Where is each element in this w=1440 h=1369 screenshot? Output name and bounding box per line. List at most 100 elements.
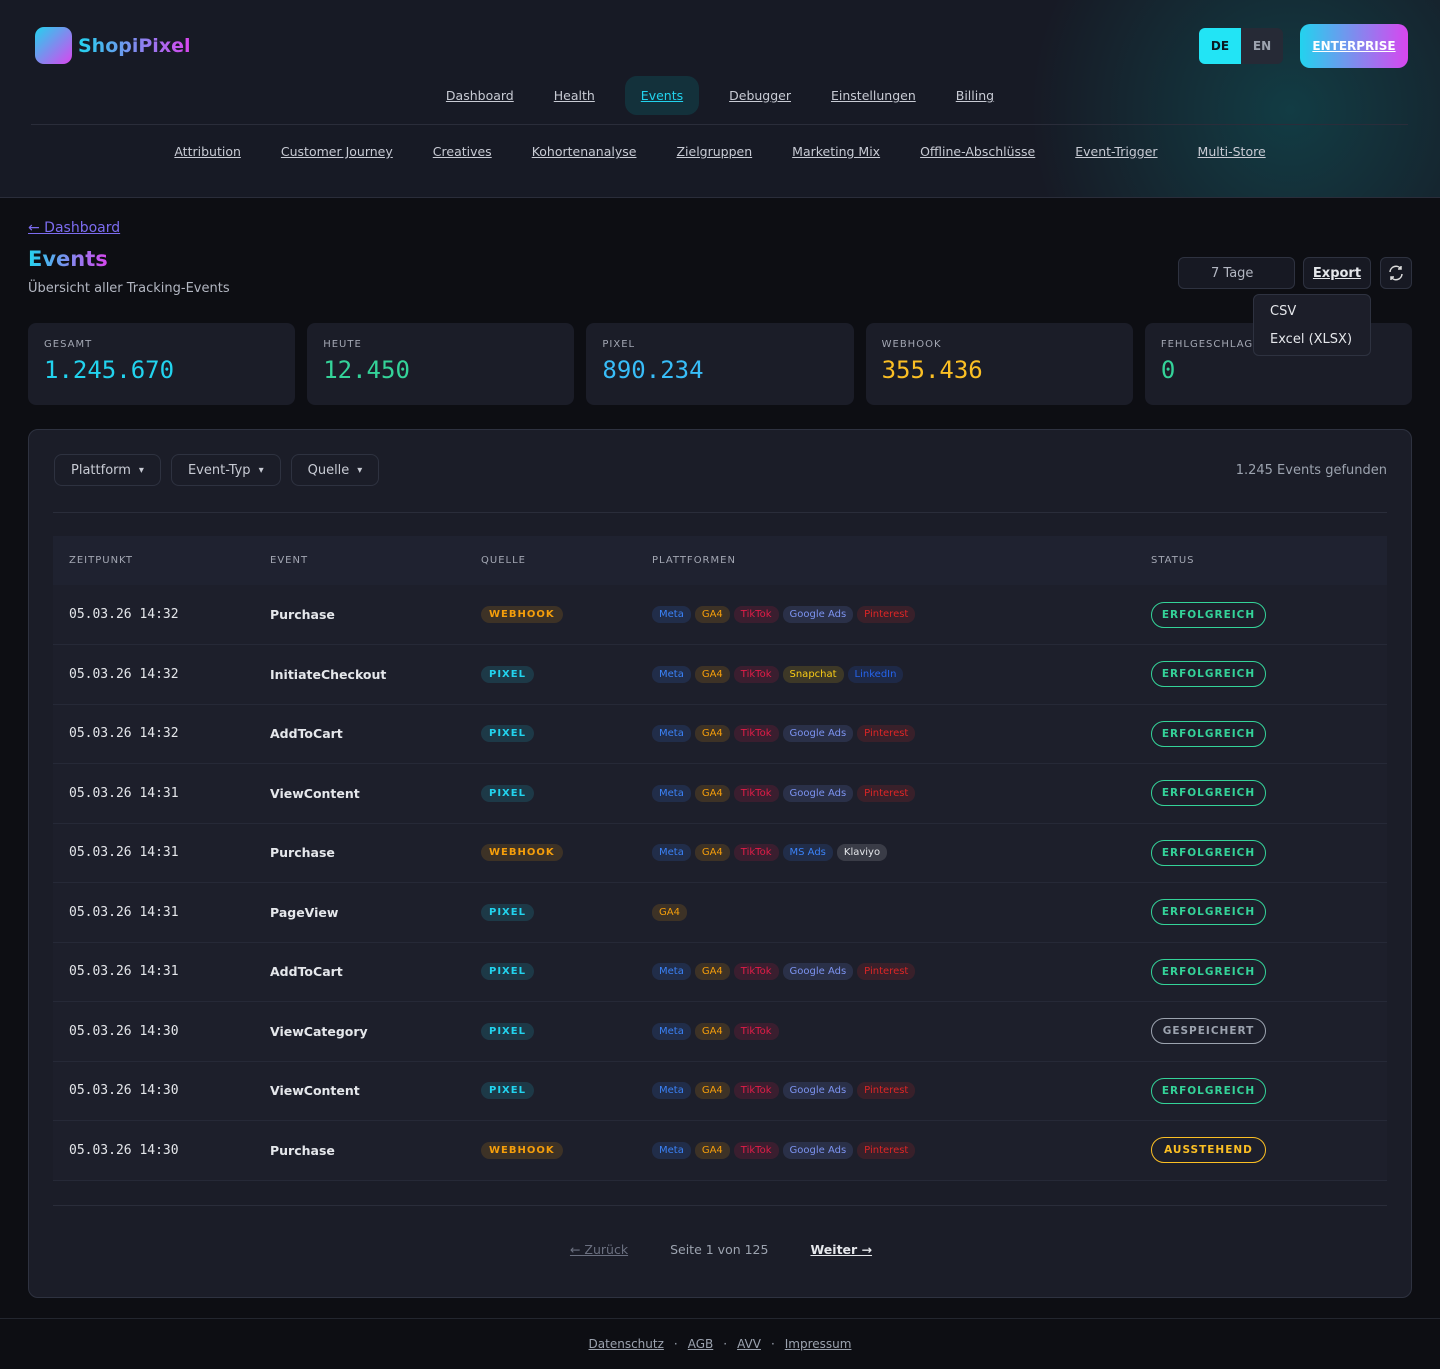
stat-value: 12.450 bbox=[323, 356, 410, 384]
time-cell: 05.03.26 14:30 bbox=[53, 1061, 269, 1121]
next-page[interactable]: Weiter → bbox=[810, 1242, 873, 1257]
stat-label: HEUTE bbox=[323, 339, 362, 350]
table-row[interactable]: 05.03.26 14:30 ViewContent PIXEL Meta GA4 Tik… bbox=[53, 1061, 1387, 1121]
menu-item[interactable]: CSV bbox=[1270, 304, 1297, 319]
status-cell: GESPEICHERT bbox=[1150, 1001, 1387, 1062]
nav-link[interactable]: Multi-Store bbox=[1197, 144, 1266, 159]
status-cell: ERFOLGREICH bbox=[1150, 942, 1387, 1002]
filter-button[interactable]: Quelle bbox=[290, 454, 380, 486]
status-badge: ERFOLGREICH bbox=[1151, 661, 1266, 688]
brand: ShopiPixel bbox=[78, 34, 191, 57]
range-select[interactable]: 7 Tage bbox=[1178, 257, 1295, 289]
platform-tag: Pinterest bbox=[857, 963, 916, 981]
nav-link[interactable]: Attribution bbox=[174, 144, 241, 159]
separator: · bbox=[673, 1337, 678, 1351]
event-cell: AddToCart bbox=[269, 704, 480, 764]
filter-button[interactable]: Plattform bbox=[54, 454, 161, 486]
source-badge: PIXEL bbox=[481, 903, 534, 921]
platforms-cell: Meta GA4 TikTok Google Ads Pinterest bbox=[651, 585, 1150, 645]
language-option[interactable]: EN bbox=[1241, 28, 1283, 64]
footer-link[interactable]: Impressum bbox=[784, 1337, 852, 1351]
status-cell: ERFOLGREICH bbox=[1150, 704, 1387, 764]
table-row[interactable]: 05.03.26 14:31 ViewContent PIXEL Meta GA4 Tik… bbox=[53, 763, 1387, 824]
stat-label: FEHLGESCHLAGE bbox=[1160, 339, 1261, 350]
platform-tag: Klaviyo bbox=[836, 844, 888, 862]
nav-link[interactable]: Kohortenanalyse bbox=[531, 144, 637, 159]
platform-tag: TikTok bbox=[733, 1141, 779, 1159]
source-cell: PIXEL bbox=[480, 704, 651, 764]
refresh-button[interactable] bbox=[1380, 257, 1412, 289]
footer-link[interactable]: Datenschutz bbox=[588, 1337, 664, 1351]
logo[interactable]: ShopiPixel bbox=[35, 27, 190, 64]
table-row[interactable]: 05.03.26 14:30 Purchase WEBHOOK Meta GA4 TikT… bbox=[53, 1120, 1387, 1181]
platforms-cell: Meta GA4 TikTok Snapchat LinkedIn bbox=[651, 644, 1150, 705]
footer-link[interactable]: AGB bbox=[687, 1337, 714, 1351]
time-cell: 05.03.26 14:30 bbox=[53, 1120, 269, 1181]
table-row[interactable]: 05.03.26 14:31 Purchase WEBHOOK Meta GA4 TikT… bbox=[53, 823, 1387, 883]
nav-link[interactable]: Event-Trigger bbox=[1075, 144, 1158, 159]
nav-link[interactable]: Creatives bbox=[432, 144, 492, 159]
nav-link[interactable]: Offline-Abschlüsse bbox=[920, 144, 1036, 159]
nav-link[interactable]: Einstellungen bbox=[831, 88, 916, 103]
status-cell: ERFOLGREICH bbox=[1150, 763, 1387, 824]
events-table: ZEITPUNKT EVENT QUELLE PLATTFORMEN STATUS 05.… bbox=[53, 536, 1387, 1181]
platform-tag: LinkedIn bbox=[847, 665, 904, 683]
platforms-cell: Meta GA4 TikTok Google Ads Pinterest bbox=[651, 763, 1150, 824]
time-cell: 05.03.26 14:32 bbox=[53, 585, 269, 645]
table-row[interactable]: 05.03.26 14:32 InitiateCheckout PIXEL Meta G… bbox=[53, 644, 1387, 705]
platform-tag: TikTok bbox=[733, 784, 779, 802]
event-cell: ViewContent bbox=[269, 1061, 480, 1121]
prev-page[interactable]: ← Zurück bbox=[569, 1242, 629, 1257]
platform-tag: GA4 bbox=[694, 1082, 730, 1100]
platform-tag: Meta bbox=[652, 1022, 691, 1040]
status-badge: ERFOLGREICH bbox=[1151, 1077, 1266, 1104]
nav-link[interactable]: Events bbox=[624, 76, 700, 115]
menu-item[interactable]: Excel (XLSX) bbox=[1270, 332, 1353, 347]
nav-link[interactable]: Dashboard bbox=[445, 88, 514, 103]
table-row[interactable]: 05.03.26 14:32 Purchase WEBHOOK Meta GA4 TikT… bbox=[53, 585, 1387, 645]
nav-link[interactable]: Debugger bbox=[729, 88, 791, 103]
nav-link[interactable]: Billing bbox=[955, 88, 995, 103]
platform-tag: GA4 bbox=[694, 606, 730, 623]
platforms-cell: Meta GA4 TikTok MS Ads Klaviyo bbox=[651, 823, 1150, 883]
nav-link[interactable]: Health bbox=[553, 88, 595, 103]
secondary-nav: Attribution Customer Journey Creatives Koho… bbox=[0, 140, 1440, 163]
result-count: 1.245 Events gefunden bbox=[1235, 463, 1387, 478]
platform-tag: TikTok bbox=[733, 1082, 779, 1100]
table-row[interactable]: 05.03.26 14:31 PageView PIXEL GA4 ERFOLGREIC… bbox=[53, 882, 1387, 943]
footer-link[interactable]: AVV bbox=[737, 1337, 761, 1351]
nav-link[interactable]: Zielgruppen bbox=[676, 144, 753, 159]
source-cell: WEBHOOK bbox=[480, 1120, 651, 1181]
back-link[interactable]: ← Dashboard bbox=[28, 220, 121, 236]
footer: Datenschutz · AGB · AVV · Impressum bbox=[0, 1318, 1440, 1369]
status-cell: ERFOLGREICH bbox=[1150, 585, 1387, 645]
platform-tag: Meta bbox=[652, 844, 691, 862]
event-cell: Purchase bbox=[269, 823, 480, 883]
status-badge: GESPEICHERT bbox=[1151, 1018, 1266, 1045]
platform-tag: GA4 bbox=[694, 844, 730, 862]
source-badge: WEBHOOK bbox=[481, 844, 563, 862]
platform-tag: TikTok bbox=[733, 844, 779, 862]
time-cell: 05.03.26 14:31 bbox=[53, 823, 269, 883]
status-badge: ERFOLGREICH bbox=[1151, 839, 1266, 866]
platform-tag: Pinterest bbox=[857, 784, 916, 802]
source-badge: WEBHOOK bbox=[481, 606, 563, 623]
table-row[interactable]: 05.03.26 14:32 AddToCart PIXEL Meta GA4 TikTo… bbox=[53, 704, 1387, 764]
table-row[interactable]: 05.03.26 14:30 ViewCategory PIXEL Meta GA4 Ti… bbox=[53, 1001, 1387, 1062]
platform-tag: TikTok bbox=[733, 1022, 779, 1040]
divider bbox=[31, 124, 1408, 125]
source-badge: PIXEL bbox=[481, 665, 534, 683]
platform-tag: Meta bbox=[652, 725, 691, 743]
language-option[interactable]: DE bbox=[1199, 28, 1241, 64]
plan-button[interactable]: ENTERPRISE bbox=[1300, 24, 1408, 68]
platform-tag: Meta bbox=[652, 665, 691, 683]
table-row[interactable]: 05.03.26 14:31 AddToCart PIXEL Meta GA4 TikTo… bbox=[53, 942, 1387, 1002]
filter-button[interactable]: Event-Typ bbox=[170, 454, 281, 486]
export-menu: CSV Excel (XLSX) bbox=[1253, 294, 1371, 356]
page-title: Events bbox=[28, 247, 108, 271]
time-cell: 05.03.26 14:31 bbox=[53, 942, 269, 1002]
nav-link[interactable]: Marketing Mix bbox=[792, 144, 881, 159]
nav-link[interactable]: Customer Journey bbox=[280, 144, 393, 159]
export-button[interactable]: Export bbox=[1303, 257, 1371, 289]
platform-tag: Google Ads bbox=[782, 1141, 854, 1159]
